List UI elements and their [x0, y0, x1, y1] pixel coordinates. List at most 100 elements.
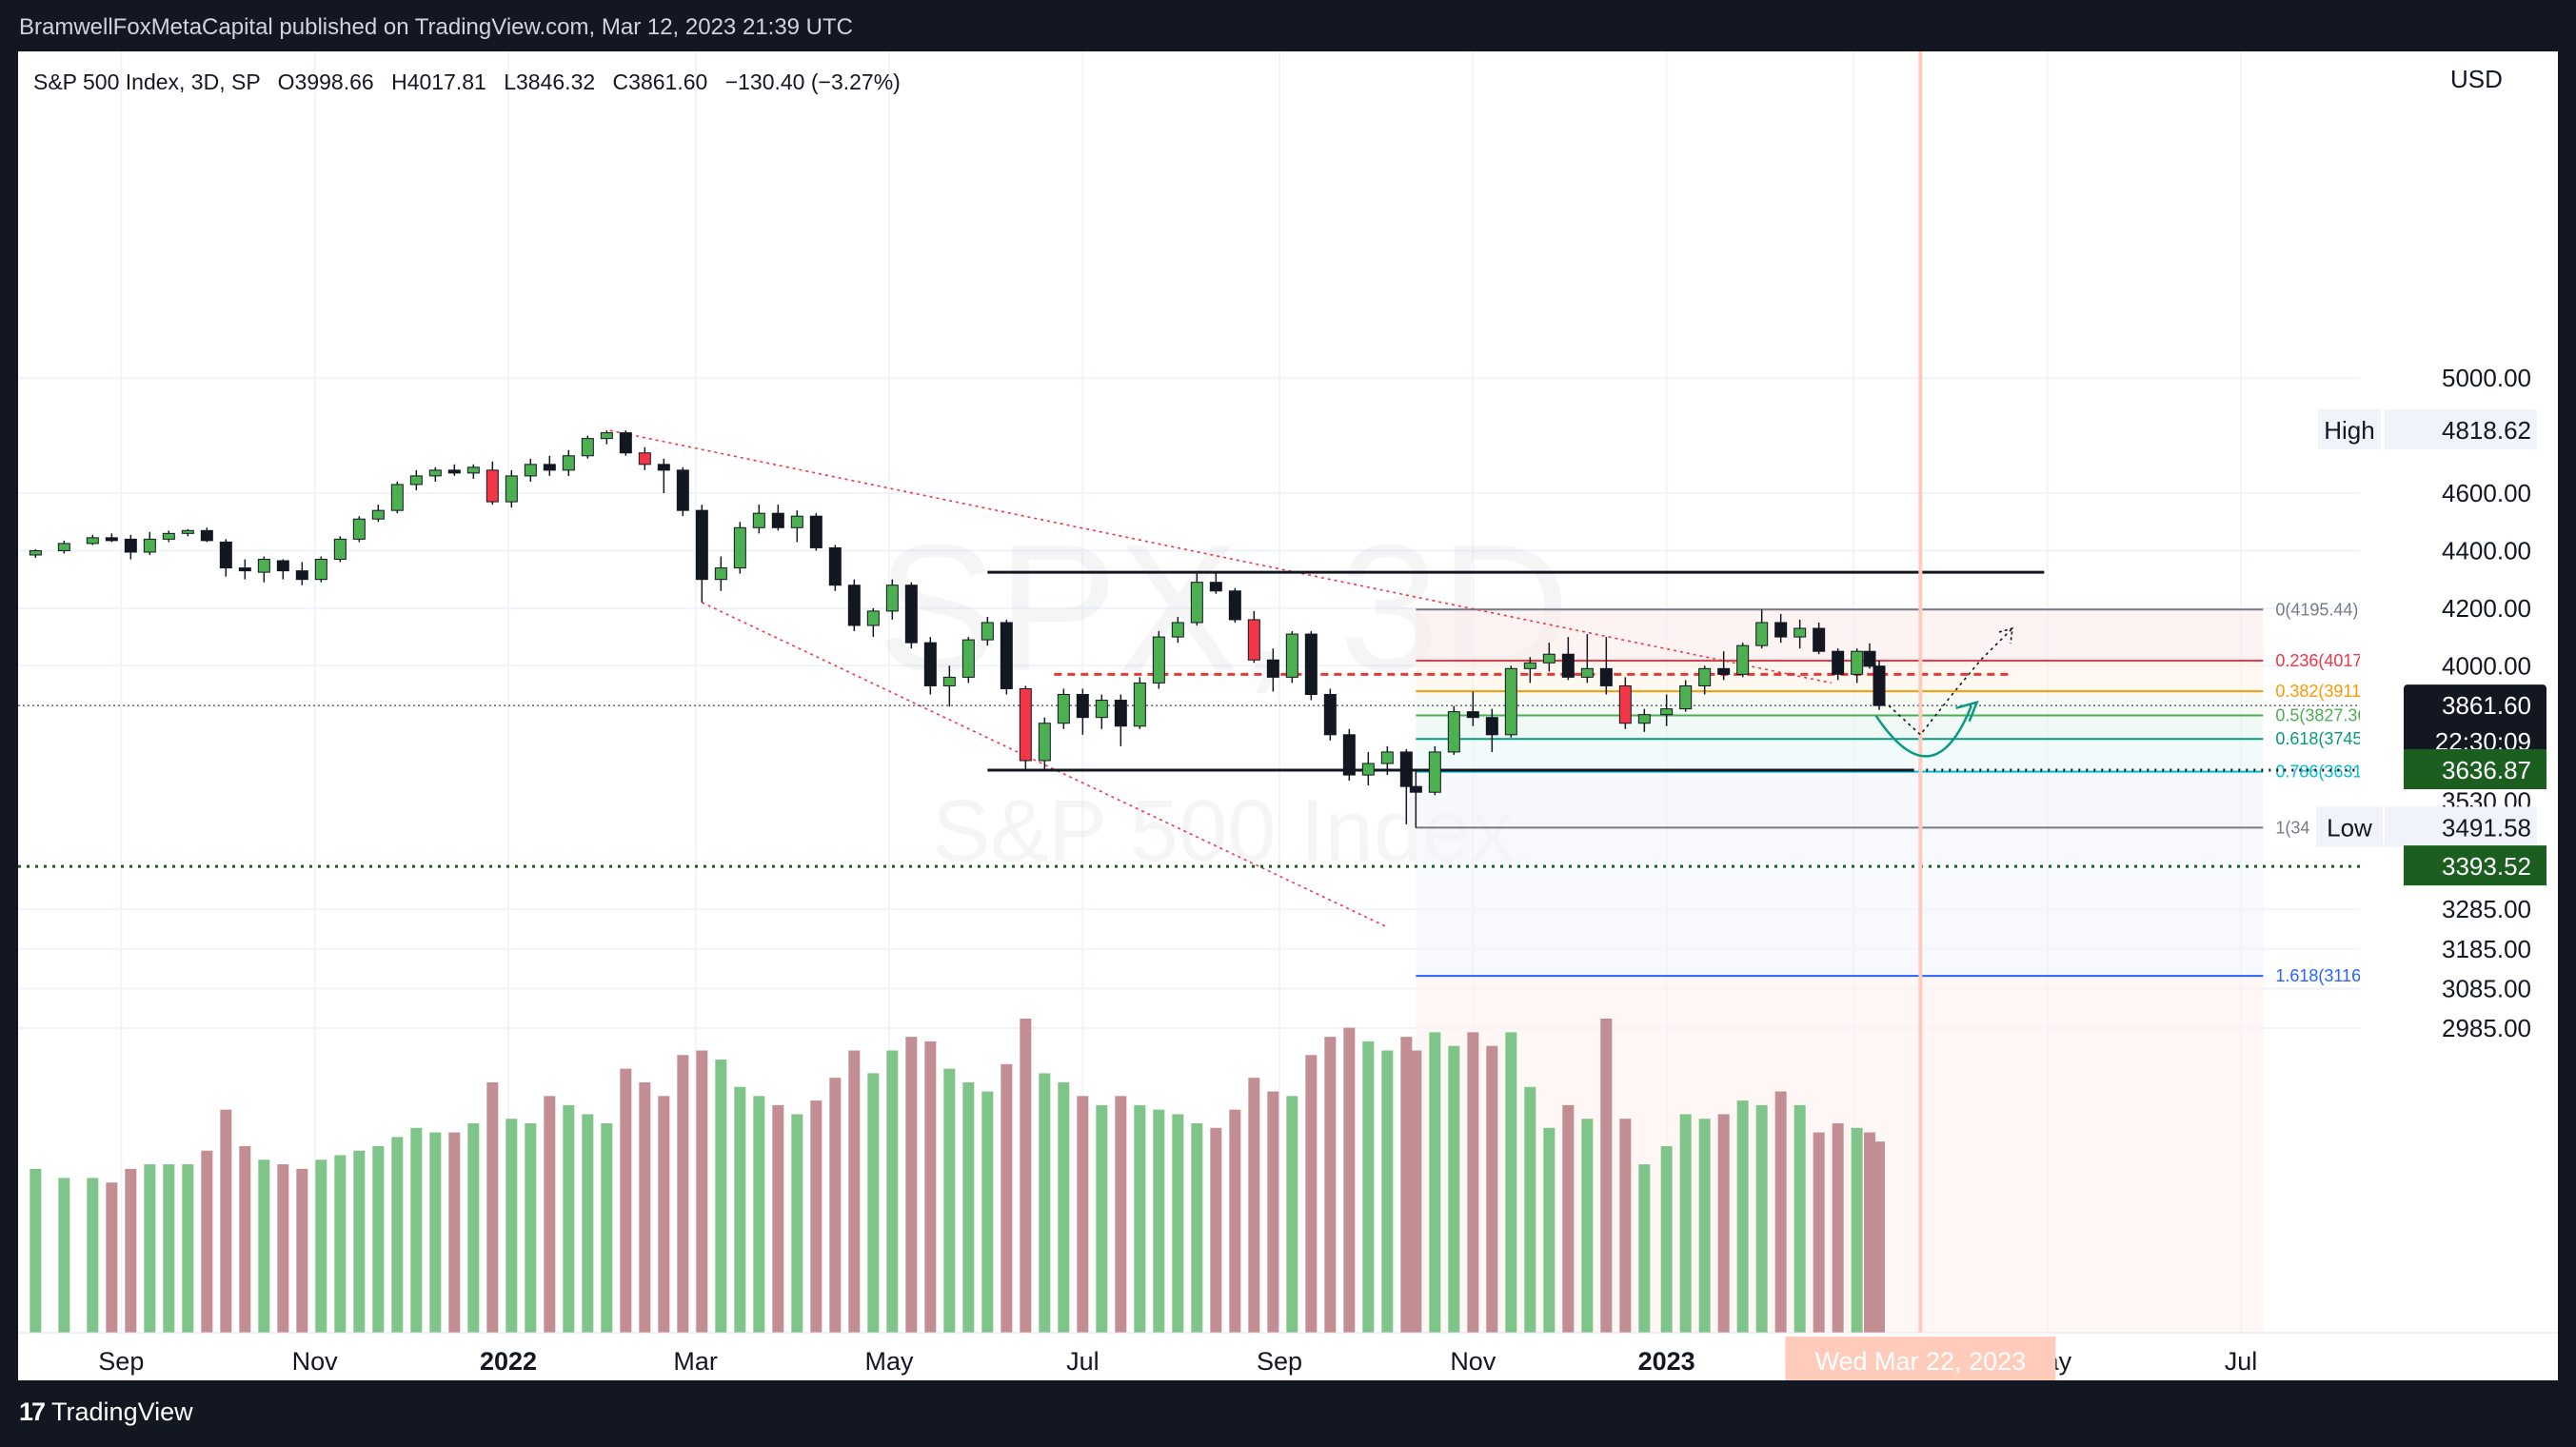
candle-body[interactable]	[162, 532, 175, 540]
candle-body[interactable]	[1133, 682, 1146, 727]
candle-body[interactable]	[638, 452, 651, 466]
candle-body[interactable]	[562, 455, 575, 471]
candle-body[interactable]	[885, 585, 899, 612]
candle-body[interactable]	[828, 546, 842, 586]
candle-body[interactable]	[1409, 785, 1422, 793]
candle-body[interactable]	[505, 475, 518, 503]
candle-body[interactable]	[466, 466, 480, 474]
candle-body[interactable]	[447, 469, 461, 474]
candle-body[interactable]	[295, 570, 308, 581]
candle-body[interactable]	[695, 509, 708, 581]
candle-body[interactable]	[1228, 590, 1241, 621]
candle-body[interactable]	[1717, 667, 1731, 675]
candle-body[interactable]	[352, 518, 366, 540]
hover-date-box[interactable]	[1785, 1337, 2056, 1380]
candle-body[interactable]	[1152, 636, 1165, 684]
projection-path[interactable]	[1888, 627, 2013, 736]
candle-body[interactable]	[29, 549, 42, 556]
candle-body[interactable]	[1380, 751, 1394, 764]
candle-body[interactable]	[1466, 711, 1479, 719]
candle-body[interactable]	[1736, 644, 1750, 675]
candle-body[interactable]	[1076, 694, 1089, 719]
candle-body[interactable]	[771, 512, 784, 528]
candle-body[interactable]	[1428, 751, 1441, 793]
green-curve-arrow[interactable]	[1874, 705, 1972, 758]
candle-body[interactable]	[1342, 734, 1356, 776]
candle-body[interactable]	[1873, 665, 1886, 706]
candle-body[interactable]	[219, 541, 232, 569]
candle-body[interactable]	[600, 432, 613, 440]
candle-body[interactable]	[619, 432, 632, 454]
candle-body[interactable]	[409, 475, 423, 486]
candle-body[interactable]	[1698, 667, 1712, 686]
candle-body[interactable]	[714, 567, 727, 581]
candle-body[interactable]	[314, 559, 327, 581]
candle-body[interactable]	[1323, 694, 1337, 736]
level-box-3393[interactable]	[2404, 845, 2546, 886]
wedge-upper-line[interactable]	[609, 429, 1833, 684]
candle-body[interactable]	[1637, 714, 1651, 724]
candle-body[interactable]	[1851, 650, 1864, 675]
candle-body[interactable]	[1755, 622, 1769, 646]
candle-body[interactable]	[1171, 622, 1184, 638]
candle-body[interactable]	[942, 676, 956, 686]
candle-body[interactable]	[676, 469, 689, 511]
candle-body[interactable]	[923, 642, 937, 686]
candle-body[interactable]	[124, 538, 137, 553]
candle-body[interactable]	[1190, 582, 1203, 624]
candle-body[interactable]	[181, 529, 194, 534]
last-price-box[interactable]	[2404, 684, 2546, 762]
candle-body[interactable]	[1266, 659, 1279, 678]
candle-body[interactable]	[57, 543, 70, 551]
candle-body[interactable]	[1793, 627, 1807, 638]
candle-body[interactable]	[1485, 717, 1498, 736]
candle-body[interactable]	[1304, 633, 1318, 696]
candle-body[interactable]	[428, 469, 442, 477]
candle-body[interactable]	[847, 585, 861, 626]
time-marker-line[interactable]	[1918, 51, 1923, 1333]
price-chart[interactable]: SPX, 3D S&P 500 Index 0(4195.44)0.236(40…	[18, 51, 2558, 1380]
candle-body[interactable]	[904, 585, 918, 644]
candle-body[interactable]	[1523, 662, 1536, 669]
candle-body[interactable]	[981, 622, 994, 641]
candle-body[interactable]	[1561, 653, 1575, 678]
candle-body[interactable]	[238, 567, 251, 572]
candle-body[interactable]	[543, 464, 556, 471]
candle-body[interactable]	[1095, 700, 1108, 719]
candle-body[interactable]	[257, 559, 270, 573]
candle-body[interactable]	[105, 537, 118, 542]
candle-body[interactable]	[1285, 633, 1298, 678]
candle-body[interactable]	[866, 610, 880, 626]
candle-body[interactable]	[657, 464, 670, 471]
candle-body[interactable]	[371, 509, 385, 520]
candle-body[interactable]	[86, 537, 99, 545]
candle-body[interactable]	[790, 515, 803, 528]
candle-body[interactable]	[1504, 667, 1517, 736]
candle-body[interactable]	[1038, 723, 1051, 762]
candle-body[interactable]	[200, 529, 213, 542]
candle-body[interactable]	[485, 469, 499, 503]
candle-body[interactable]	[1114, 700, 1127, 727]
level-box-3636[interactable]	[2404, 749, 2546, 789]
candle-body[interactable]	[1399, 751, 1413, 787]
candle-body[interactable]	[1832, 650, 1845, 675]
candle-body[interactable]	[581, 438, 594, 457]
candle-body[interactable]	[1361, 763, 1375, 776]
candle-body[interactable]	[1774, 622, 1788, 638]
candle-body[interactable]	[1618, 684, 1632, 724]
candle-body[interactable]	[752, 512, 765, 528]
candle-body[interactable]	[333, 538, 347, 561]
candle-body[interactable]	[1863, 650, 1876, 667]
candle-body[interactable]	[1000, 622, 1013, 689]
candle-body[interactable]	[1447, 711, 1460, 753]
candle-body[interactable]	[390, 484, 404, 511]
candle-body[interactable]	[1599, 667, 1613, 686]
candle-body[interactable]	[1660, 708, 1674, 716]
candle-body[interactable]	[1580, 667, 1594, 678]
candle-body[interactable]	[1209, 582, 1222, 592]
candle-body[interactable]	[276, 560, 289, 572]
candle-body[interactable]	[143, 538, 156, 553]
candle-body[interactable]	[809, 515, 822, 548]
candle-body[interactable]	[1679, 684, 1693, 710]
candle-body[interactable]	[1813, 627, 1826, 652]
